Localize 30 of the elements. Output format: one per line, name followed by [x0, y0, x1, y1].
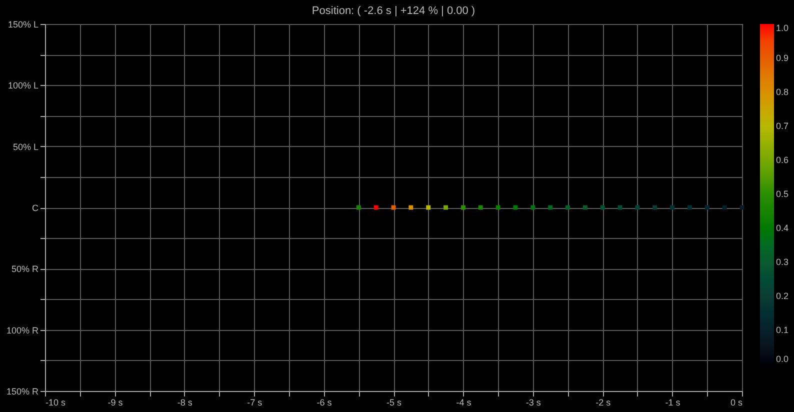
color-bar-label: 0.5 — [776, 189, 789, 199]
x-tick-label: -8 s — [177, 398, 193, 408]
y-tick-label: 150% R — [6, 386, 39, 396]
y-tick-label: 150% L — [8, 20, 38, 30]
chart-title: Position: ( -2.6 s | +124 % | 0.00 ) — [312, 5, 476, 17]
y-tick-label: 50% L — [12, 142, 38, 152]
x-tick-label: 0 s — [730, 398, 743, 408]
y-tick-label: 50% R — [11, 264, 39, 274]
x-tick-label: -10 s — [46, 398, 66, 408]
color-bar-label: 0.1 — [776, 325, 789, 335]
color-bar-label: 0.0 — [776, 354, 789, 364]
y-tick-label: 100% L — [8, 80, 38, 91]
color-bar-label: 0.3 — [776, 257, 789, 267]
color-bar-label: 0.4 — [776, 223, 789, 233]
color-bar-label: 0.9 — [776, 53, 789, 63]
x-tick-label: -7 s — [247, 398, 263, 408]
x-tick-label: -2 s — [596, 398, 612, 408]
x-tick-label: -5 s — [386, 398, 402, 408]
color-bar-label: 1.0 — [776, 23, 789, 33]
y-tick-label: C — [32, 203, 39, 213]
x-tick-label: -4 s — [456, 398, 472, 408]
color-bar-label: 0.7 — [776, 121, 789, 131]
y-tick-label: 100% R — [6, 325, 39, 336]
color-bar-label: 0.6 — [776, 155, 789, 165]
x-tick-label: -6 s — [316, 398, 332, 408]
x-tick-label: -9 s — [108, 398, 124, 408]
x-tick-label: -1 s — [665, 398, 681, 408]
x-tick-label: -3 s — [526, 398, 542, 408]
color-bar-label: 0.8 — [776, 87, 789, 97]
color-bar-label: 0.2 — [776, 291, 789, 301]
